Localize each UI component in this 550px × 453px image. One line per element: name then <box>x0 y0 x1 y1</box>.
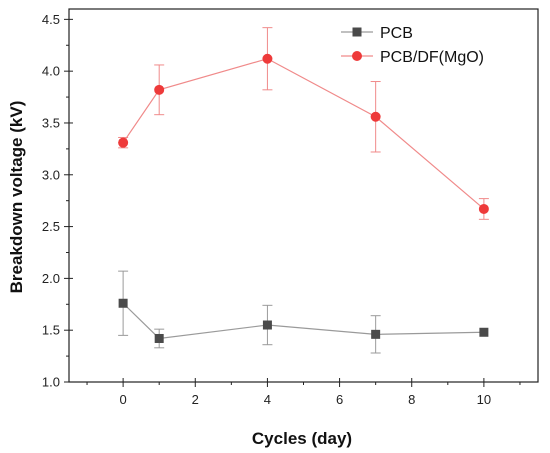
ticks: 0 2 4 6 8 10 1.0 1.5 2.0 2.5 3.0 3.5 4.0 4.5 <box>42 12 521 407</box>
legend: PCB PCB/DF(MgO) <box>341 25 484 66</box>
legend-marker-1 <box>352 51 362 61</box>
x-tick-label-6: 6 <box>336 392 343 407</box>
y-tick-label-3.0: 3.0 <box>42 167 60 182</box>
data-point-PCB/DF(MgO)-10 <box>478 203 489 214</box>
x-tick-label-2: 2 <box>192 392 199 407</box>
x-axis-title: Cycles (day) <box>252 429 352 448</box>
y-tick-label-1.0: 1.0 <box>42 375 60 390</box>
y-axis-title: Breakdown voltage (kV) <box>7 101 26 294</box>
y-tick-label-4.5: 4.5 <box>42 12 60 27</box>
data-point-PCB/DF(MgO)-1 <box>154 84 165 95</box>
x-tick-label-8: 8 <box>408 392 415 407</box>
x-tick-label-10: 10 <box>477 392 491 407</box>
series-line-0 <box>122 302 484 340</box>
data-point-PCB-10 <box>479 327 489 337</box>
y-tick-label-1.5: 1.5 <box>42 323 60 338</box>
series-lines <box>122 58 485 340</box>
legend-label-0: PCB <box>380 25 413 42</box>
legend-label-1: PCB/DF(MgO) <box>380 49 484 66</box>
y-tick-label-3.5: 3.5 <box>42 115 60 130</box>
data-point-PCB/DF(MgO)-4 <box>262 53 273 64</box>
data-points <box>118 53 489 343</box>
y-tick-label-2.0: 2.0 <box>42 271 60 286</box>
data-point-PCB-4 <box>262 320 272 330</box>
error-bars <box>118 27 489 354</box>
data-point-PCB-0 <box>118 298 128 308</box>
x-tick-label-0: 0 <box>119 392 126 407</box>
data-point-PCB-7 <box>371 329 381 339</box>
x-tick-label-4: 4 <box>264 392 271 407</box>
data-point-PCB/DF(MgO)-7 <box>370 111 381 122</box>
data-point-PCB-1 <box>154 333 164 343</box>
data-point-PCB/DF(MgO)-0 <box>118 137 129 148</box>
legend-marker-0 <box>352 27 362 37</box>
y-tick-label-4.0: 4.0 <box>42 64 60 79</box>
y-tick-label-2.5: 2.5 <box>42 219 60 234</box>
series-line-1 <box>122 58 485 210</box>
